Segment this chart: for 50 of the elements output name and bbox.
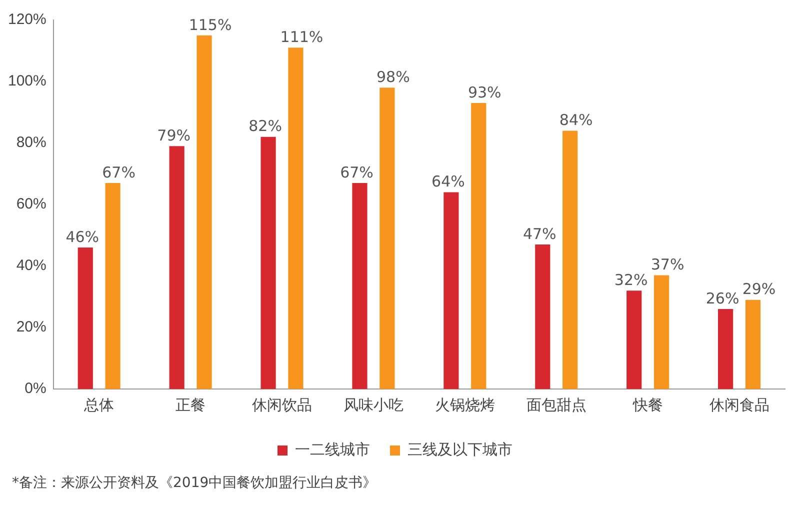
data-label: 111% <box>280 28 324 46</box>
bar <box>105 182 120 389</box>
data-label: 67% <box>340 163 374 182</box>
x-tick-label: 正餐 <box>176 397 206 414</box>
bar <box>535 244 550 389</box>
data-label: 84% <box>559 111 593 130</box>
data-label: 46% <box>66 228 100 246</box>
data-label: 82% <box>248 117 282 136</box>
data-label: 47% <box>522 224 556 243</box>
y-tick-label: 20% <box>16 318 46 336</box>
data-label: 64% <box>432 172 465 191</box>
bar <box>626 290 642 389</box>
y-tick-label: 40% <box>16 257 46 274</box>
data-label: 32% <box>614 270 648 289</box>
data-label: 115% <box>188 16 232 34</box>
y-tick-label: 120% <box>8 11 46 28</box>
x-tick-label: 面包甜点 <box>526 397 586 414</box>
data-label: 26% <box>706 289 740 308</box>
bar <box>288 48 304 389</box>
legend-label: 一二线城市 <box>295 442 370 459</box>
x-tick-label: 总体 <box>83 397 114 414</box>
y-tick-label: 80% <box>16 134 46 152</box>
x-tick-label: 风味小吃 <box>343 397 404 414</box>
bar <box>169 146 184 389</box>
y-tick-label: 0% <box>24 380 46 398</box>
data-label: 98% <box>376 68 410 86</box>
bar <box>471 103 486 389</box>
bar <box>718 309 734 389</box>
y-tick-label: 60% <box>16 196 46 213</box>
bar <box>444 192 459 389</box>
text: *备注：来源公开资料及《2019中国餐饮加盟行业白皮书》 <box>12 474 377 492</box>
bar <box>260 136 276 389</box>
bar <box>352 182 368 389</box>
bar <box>380 88 395 389</box>
bar <box>562 130 578 389</box>
bar <box>78 248 93 389</box>
x-tick-label: 快餐 <box>632 397 663 414</box>
bar <box>654 275 670 389</box>
y-tick-label: 100% <box>8 72 46 90</box>
x-tick-label: 火锅烧烤 <box>434 397 495 414</box>
legend-label: 三线及以下城市 <box>408 442 512 459</box>
x-tick-label: 休闲食品 <box>709 397 770 414</box>
x-tick-label: 休闲饮品 <box>252 397 312 414</box>
data-label: 29% <box>742 280 776 298</box>
data-label: 37% <box>650 256 684 274</box>
bar <box>196 35 212 389</box>
data-label: 93% <box>468 83 502 102</box>
bar <box>745 300 761 389</box>
data-label: 67% <box>102 163 136 182</box>
data-label: 79% <box>157 126 190 144</box>
